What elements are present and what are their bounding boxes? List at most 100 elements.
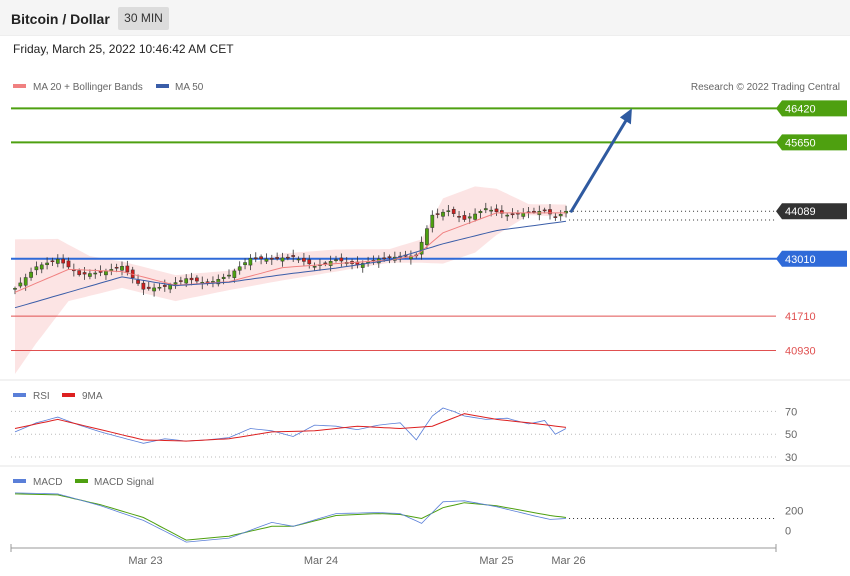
legend-swatch-ma50 (156, 84, 169, 88)
legend-rsi: RSI (33, 391, 50, 402)
candle-body (435, 213, 440, 215)
legend-swatch-rsi (13, 393, 26, 397)
candle-body (216, 279, 221, 285)
candle-body (430, 214, 435, 228)
macd-tick-label: 200 (785, 506, 803, 518)
copyright-text: Research © 2022 Trading Central (691, 82, 840, 93)
candle-body (419, 241, 424, 255)
macd-panel: MACD MACD Signal 200 0 (13, 477, 803, 543)
candle-body (532, 210, 536, 213)
candle-body (564, 210, 568, 214)
candle-body (500, 210, 504, 214)
forecast-arrow (569, 115, 630, 213)
candle-body (55, 258, 60, 264)
candle-body (146, 286, 151, 289)
candle-body (323, 262, 328, 265)
candle-body (29, 271, 33, 278)
candle-body (114, 266, 119, 269)
candle-body (93, 272, 98, 275)
rsi-tick-label: 70 (785, 406, 797, 418)
candle-body (521, 212, 526, 217)
macd-tick-label: 0 (785, 525, 791, 537)
legend-swatch-macd-signal (75, 479, 88, 483)
candle-body (104, 270, 108, 276)
bollinger-bands (15, 186, 566, 374)
candle-body (18, 282, 23, 287)
candle-body (141, 282, 146, 290)
candle-body (462, 215, 467, 220)
candle-body (248, 258, 253, 266)
candle-body (243, 262, 247, 266)
candle-body (195, 277, 199, 282)
candle-body (253, 257, 258, 259)
candle-body (467, 216, 472, 219)
candle-body (269, 258, 274, 260)
time-tick-label: Mar 23 (128, 555, 162, 567)
candle-body (120, 266, 124, 271)
candle-body (237, 266, 242, 271)
candle-body (446, 210, 451, 212)
level-label-46420: 46420 (785, 103, 816, 115)
candle-body (109, 269, 114, 271)
candle-body (409, 255, 413, 260)
macd-signal-line (14, 493, 567, 541)
candle-body (553, 216, 558, 218)
rsi-panel: RSI 9MA 70 50 30 (11, 391, 797, 464)
candle-body (339, 257, 344, 262)
candle-body (61, 258, 65, 264)
candle-body (558, 214, 563, 217)
legend-rsi-ma: 9MA (82, 391, 103, 402)
candle-body (457, 216, 461, 218)
candle-body (173, 282, 178, 285)
price-panel: MA 20 + Bollinger Bands MA 50 Research © 2… (11, 82, 847, 374)
level-label-41710: 41710 (785, 311, 816, 323)
candle-body (478, 211, 483, 214)
candle-body (275, 257, 279, 259)
candle-body (312, 266, 317, 268)
last-price-tag (776, 203, 847, 220)
candles (13, 202, 568, 297)
candle-body (77, 270, 82, 275)
legend-swatch-ma20 (13, 84, 26, 88)
candle-body (296, 258, 301, 261)
candle-body (34, 266, 39, 271)
candle-body (259, 256, 263, 260)
time-tick-label: Mar 24 (304, 555, 338, 567)
candle-body (473, 213, 477, 220)
candle-body (425, 228, 429, 246)
candle-body (387, 256, 392, 258)
timeframe-badge[interactable]: 30 MIN (118, 7, 169, 30)
candle-body (13, 288, 17, 290)
chart-datetime: Friday, March 25, 2022 10:46:42 AM CET (13, 42, 234, 56)
candle-body (382, 257, 386, 260)
candle-body (66, 260, 71, 268)
candle-body (189, 277, 194, 281)
candle-body (23, 277, 28, 286)
candle-body (179, 280, 183, 282)
rsi-ma-line (14, 413, 567, 442)
candle-body (125, 265, 130, 273)
level-tag-45650 (776, 134, 847, 151)
candle-body (307, 259, 312, 265)
candle-body (280, 257, 285, 262)
time-axis: Mar 23 Mar 24 Mar 25 Mar 26 (10, 544, 777, 567)
candle-body (152, 287, 156, 292)
candle-body (510, 213, 515, 216)
instrument-title: Bitcoin / Dollar (11, 11, 110, 27)
macd-line (14, 492, 567, 543)
candle-body (82, 272, 87, 275)
candle-body (264, 258, 269, 262)
candle-body (542, 209, 547, 212)
candle-body (232, 270, 237, 278)
candle-body (441, 211, 445, 217)
rsi-tick-label: 30 (785, 452, 797, 464)
candle-body (334, 259, 338, 261)
candle-body (360, 263, 365, 268)
time-tick-label: Mar 26 (551, 555, 585, 567)
legend-ma50: MA 50 (175, 82, 204, 93)
candle-body (162, 284, 167, 287)
candle-body (39, 264, 44, 270)
level-tag-43010 (776, 250, 847, 267)
legend-swatch-rsi-ma (62, 393, 75, 397)
